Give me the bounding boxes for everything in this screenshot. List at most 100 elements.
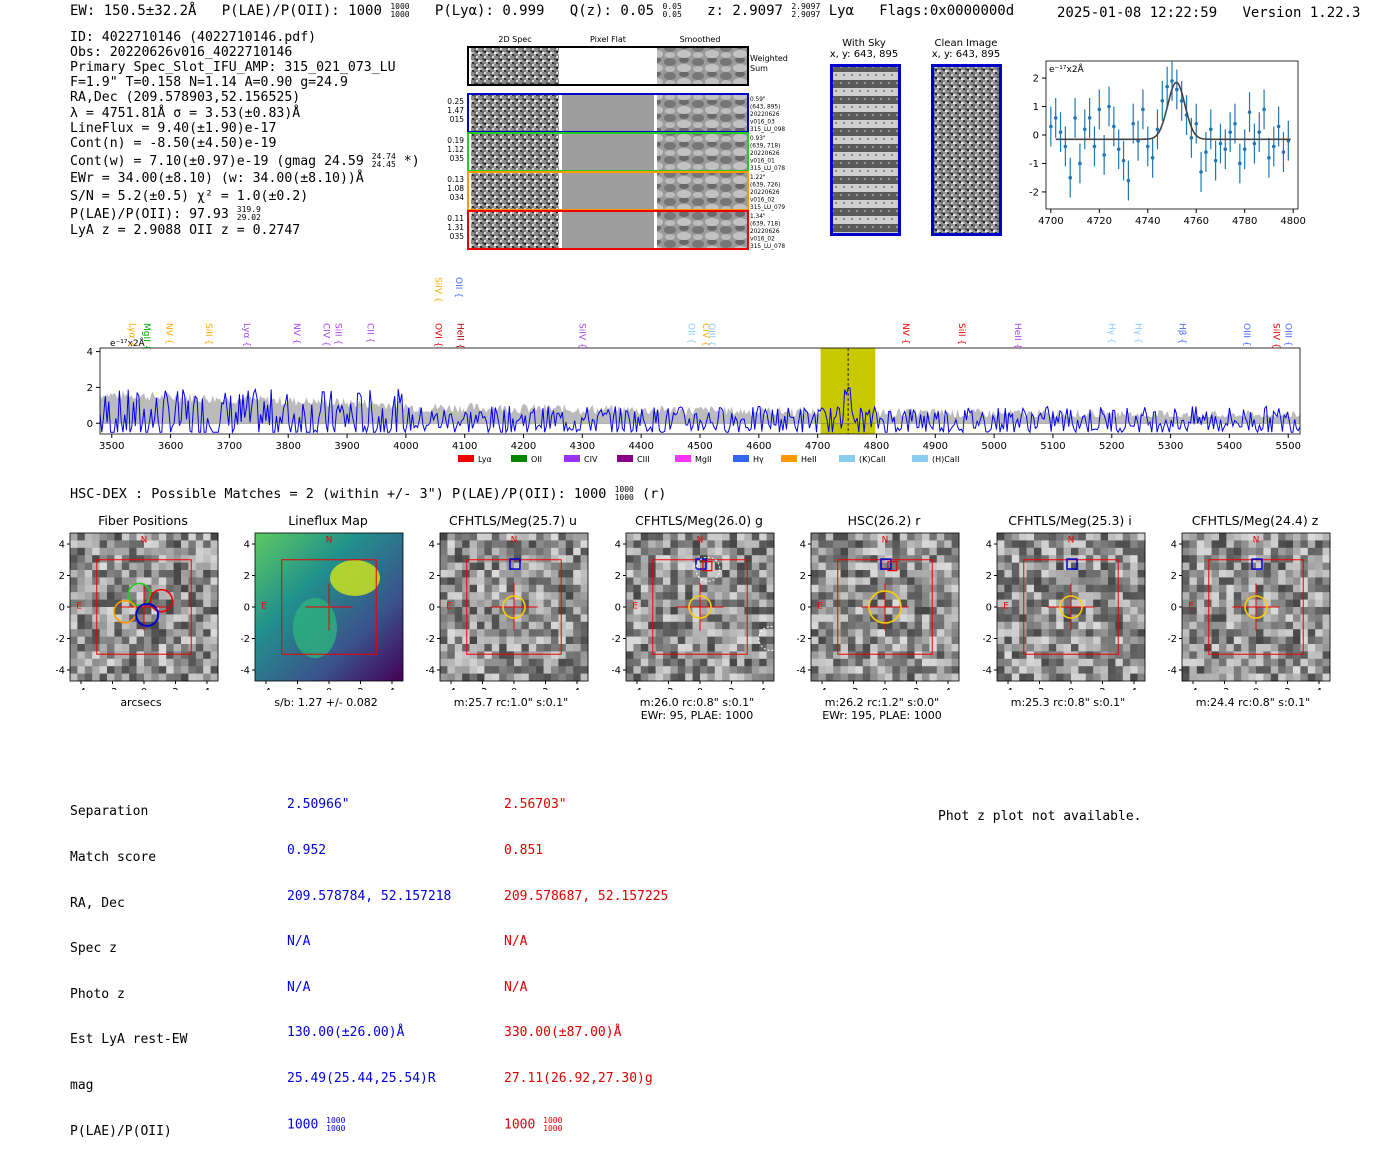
north-label: N: [326, 535, 333, 545]
row-right-label: 20220626: [750, 112, 780, 118]
m1-match-score: 0.952: [287, 843, 327, 859]
cutout-xtick-label: -4: [261, 687, 271, 690]
zoom-data-point: [1145, 144, 1150, 149]
summary-spec-slot: Primary Spec_Slot_IFU_AMP: 315_021_073_L…: [70, 60, 396, 75]
m2-mag: 27.11(26.92,27.30)g: [504, 1071, 653, 1087]
legend-label: OII: [531, 455, 542, 464]
emission-line-label: OIII {: [706, 323, 716, 347]
lineflux-peak: [330, 560, 380, 596]
header-plae-fraction: 1000 1000: [390, 2, 410, 19]
label-lya-ew: Est LyA rest-EW: [70, 1032, 188, 1048]
emission-line-label: OII {: [685, 323, 695, 344]
zoom-data-point: [1271, 144, 1276, 149]
row-right-label: v016_02: [750, 237, 775, 243]
cutout-xtick-label: 4: [1131, 687, 1137, 690]
match-box-red: [887, 561, 898, 572]
legend-swatch: [511, 455, 527, 462]
row-right-label: (639, 718): [750, 222, 780, 228]
emission-line-label: SiIV {: [1271, 323, 1281, 349]
aperture-circle: [688, 595, 712, 619]
cutout-caption: m:26.0 rc:0.8" s:0.1": [639, 696, 755, 709]
zoom-data-point: [1078, 161, 1082, 166]
cutout-ytick-label: 2: [244, 571, 250, 582]
label-radec: RA, Dec: [70, 895, 125, 911]
row-right-label: (639, 718): [750, 144, 780, 150]
zoom-data-point: [1257, 130, 1262, 134]
zoom-data-point: [1116, 147, 1121, 152]
row-left-label: 034: [450, 193, 465, 202]
cutout-xtick-label: -2: [1035, 687, 1045, 690]
m2-lya-ew: 330.00(±87.00)Å: [504, 1025, 622, 1041]
cutout-xtick-label: -2: [664, 687, 674, 690]
emission-line-label: SiII {: [956, 323, 966, 345]
zoom-data-point: [1208, 127, 1213, 132]
header-qz: Q(z): 0.05: [569, 3, 655, 19]
zoom-ytick-label: -2: [1029, 187, 1039, 198]
aperture-circle: [1059, 595, 1083, 619]
cutout-xtick-label: 2: [172, 687, 178, 690]
match-box-blue: [880, 558, 892, 570]
spectrum-xtick-label: 4600: [746, 441, 771, 452]
zoom-data-point: [1233, 121, 1237, 126]
spec2d-header-flat: Pixel Flat: [590, 35, 626, 44]
m2-spec-z: N/A: [504, 934, 528, 950]
zoom-data-point: [1126, 178, 1131, 183]
cutout-ytick-label: -2: [797, 634, 806, 645]
summary-params: F=1.9" T=0.158 N=1.14 A=0.90 g=24.9: [70, 75, 348, 90]
zoom-data-point: [1228, 130, 1232, 134]
m1-plae: 1000 1000 1000: [287, 1115, 346, 1133]
zoom-data-point: [1121, 158, 1126, 163]
cutout-xtick-label: 0: [141, 687, 147, 690]
cutout-xtick-label: -2: [478, 687, 488, 690]
row-left-label: 035: [450, 154, 465, 163]
zoom-data-point: [1155, 127, 1160, 132]
zoom-xtick-label: 4740: [1135, 216, 1160, 227]
cutout-xtick-label: 4: [204, 687, 210, 690]
zoom-xtick-label: 4780: [1232, 216, 1257, 227]
clean-title: Clean Image x, y: 643, 895: [931, 38, 1001, 60]
spectrum-xtick-label: 4100: [452, 441, 477, 452]
north-label: N: [697, 535, 704, 545]
aperture-circle: [868, 590, 902, 624]
cutout-xtick-label: 4: [1316, 687, 1322, 690]
row-left-label: 0.19: [447, 136, 464, 145]
legend-label: HeII: [801, 455, 817, 464]
spectrum-xtick-label: 4800: [864, 441, 889, 452]
cutout-xtick-label: 0: [511, 687, 517, 690]
emission-line-label: SiIV {: [576, 323, 586, 349]
zoom-data-point: [1102, 153, 1106, 157]
cutout-ytick-label: 4: [1171, 540, 1177, 551]
cutout-ytick-label: -2: [56, 634, 65, 645]
zoom-data-point: [1223, 147, 1228, 152]
header-version: Version 1.22.3: [1242, 5, 1361, 21]
label-match-score: Match score: [70, 850, 157, 866]
cutout-ytick-label: -4: [983, 665, 992, 676]
spectrum-ytick-label: 2: [87, 383, 93, 394]
match-box-blue: [1066, 558, 1078, 570]
cutout-ytick-label: -2: [241, 634, 250, 645]
sky-image: [830, 64, 901, 236]
m2-separation: 2.56703": [504, 797, 567, 813]
weighted-smoothed-image: [657, 48, 747, 84]
legend-swatch: [839, 455, 855, 462]
sky-title: With Sky x, y: 643, 895: [829, 38, 899, 60]
legend-label: CIV: [584, 455, 598, 464]
summary-id: ID: 4022710146 (4022710146.pdf): [70, 30, 317, 45]
legend-label: Lyα: [478, 455, 492, 464]
zoom-xtick-label: 4800: [1280, 216, 1305, 227]
fiber-red: [149, 588, 174, 613]
row-left-label: 0.13: [447, 175, 464, 184]
cutout-caption: m:25.7 rc:1.0" s:0.1": [453, 696, 569, 709]
east-label: E: [817, 602, 823, 612]
aperture-circle: [502, 595, 526, 619]
header-z: z: 2.9097: [707, 3, 783, 19]
zoom-data-point: [1267, 155, 1271, 160]
cutout-ytick-label: -2: [612, 634, 621, 645]
row-smoothed-image: [657, 95, 747, 131]
row-right-label: v016_02: [750, 198, 775, 204]
spectrum-xtick-label: 5200: [1099, 441, 1124, 452]
weighted-label: Weighted: [750, 54, 788, 63]
